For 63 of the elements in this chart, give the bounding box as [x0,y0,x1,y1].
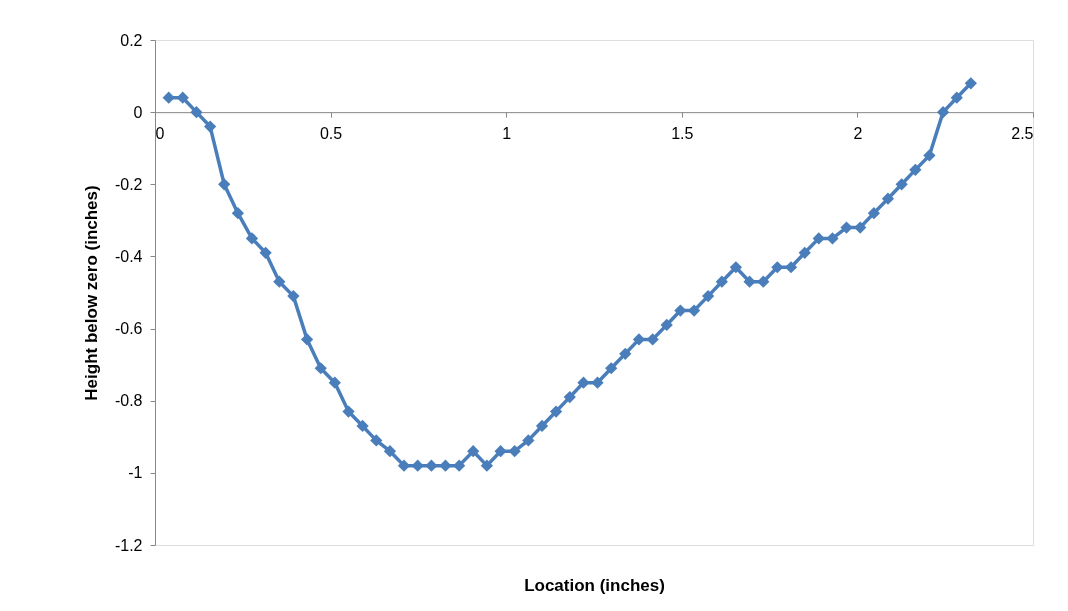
point [522,434,535,447]
y-tick-label: -0.4 [114,247,143,265]
y-axis-title: Height below zero (inches) [81,185,101,401]
point [936,106,950,119]
point [784,261,798,274]
point [895,178,908,191]
point [328,376,341,389]
point [535,419,549,433]
point [480,459,494,472]
point [867,207,881,220]
point [218,178,231,191]
point [370,434,383,447]
x-tick-label: 2.5 [1011,124,1034,142]
x-tick-label: 0.5 [319,124,343,142]
point [273,275,286,288]
point [964,77,977,90]
point [743,275,756,288]
point [729,261,743,274]
point [881,192,895,205]
point [923,149,936,162]
y-tick-label: -1.2 [114,536,143,554]
point [245,232,259,245]
point [494,445,507,458]
point [909,163,922,176]
point [632,333,646,346]
x-axis-title: Location (inches) [524,575,665,595]
x-tick-label: 1.5 [671,124,694,142]
point [563,390,576,404]
point [231,207,245,220]
point [798,246,811,259]
point [162,91,175,104]
point [300,333,314,346]
y-tick-label: 0 [133,103,143,121]
point [314,362,327,375]
point [397,459,411,472]
y-tick-label: -0.8 [114,392,143,410]
point [453,459,466,472]
point [619,347,632,360]
y-tick-label: -0.2 [114,175,143,193]
point [287,289,300,303]
point [605,362,618,375]
point [190,106,203,119]
point [204,120,217,133]
point [259,246,272,259]
point [356,419,369,433]
point [549,405,563,418]
point [715,275,728,288]
y-tick-label: 0.2 [120,31,143,49]
point [687,304,701,317]
point [342,405,355,418]
x-tick-label: 2 [853,124,863,142]
point [467,445,480,458]
y-tick-label: -0.6 [114,320,143,338]
point [702,289,715,303]
x-tick-label: 0 [155,124,165,142]
point [660,318,673,332]
y-tick-label: -1 [128,464,143,482]
point [757,275,770,288]
x-tick-label: 1 [502,124,512,142]
point [854,221,867,234]
point [812,232,825,245]
point [950,91,963,104]
point [383,445,397,458]
